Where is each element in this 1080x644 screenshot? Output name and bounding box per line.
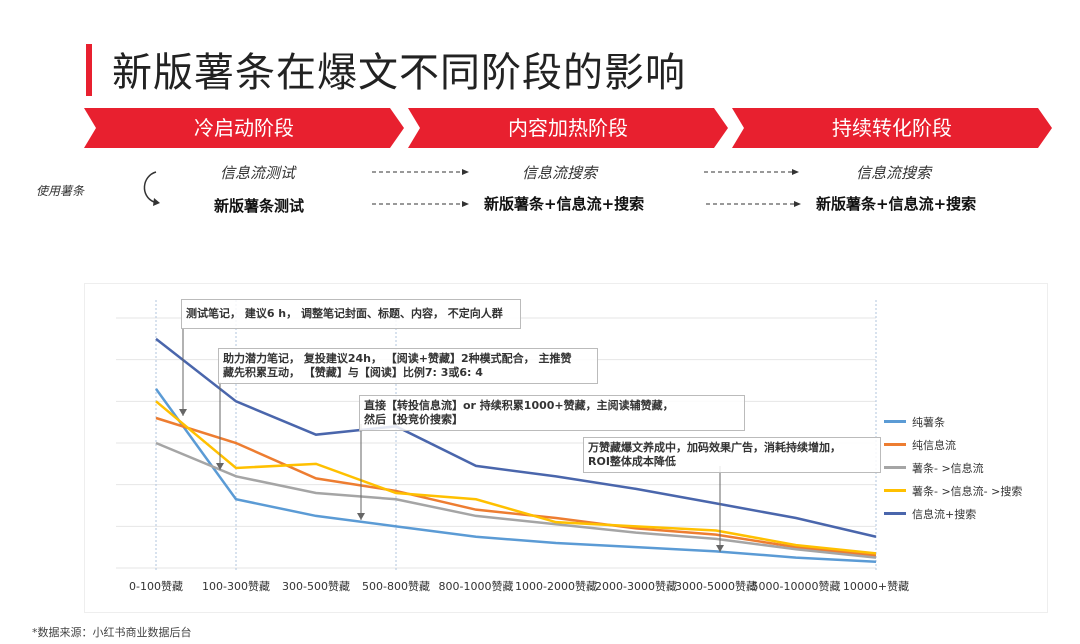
stage-label: 持续转化阶段 <box>832 116 952 140</box>
annotation-search: 直接【转投信息流】or 持续积累1000+赞藏，主阅读辅赞藏， 然后【投竞价搜索… <box>359 395 745 431</box>
series-line <box>155 337 877 538</box>
x-tick-label: 300-500赞藏 <box>282 580 350 593</box>
flow-arrows <box>372 169 801 207</box>
x-tick-label: 800-1000赞藏 <box>439 580 514 593</box>
x-tick-label: 10000+赞藏 <box>843 580 909 593</box>
page-title: 新版薯条在爆文不同阶段的影响 <box>112 50 686 96</box>
legend-item: 纯薯条 <box>884 410 1022 433</box>
footnote: *数据来源：小红书商业数据后台 <box>32 626 192 639</box>
annotation-arrowhead <box>716 545 724 552</box>
x-tick-label: 100-300赞藏 <box>202 580 270 593</box>
annotation-arrowhead <box>179 409 187 416</box>
legend-swatch <box>884 443 906 446</box>
flow-new-1: 新版薯条测试 <box>214 197 305 215</box>
x-tick-label: 500-800赞藏 <box>362 580 430 593</box>
stage-banner: 冷启动阶段 内容加热阶段 持续转化阶段 <box>84 108 1054 148</box>
legend-item: 纯信息流 <box>884 433 1022 456</box>
stage-label: 内容加热阶段 <box>508 116 628 140</box>
series-line <box>154 388 877 563</box>
x-tick-label: 0-100赞藏 <box>129 580 183 593</box>
annotation-heating: 助力潜力笔记， 复投建议24h， 【阅读+赞藏】2种模式配合， 主推赞 藏先积累… <box>218 348 598 384</box>
stage-label: 冷启动阶段 <box>194 116 294 140</box>
series-line <box>155 400 877 555</box>
legend-item: 薯条- >信息流 <box>884 456 1022 479</box>
flow-new-2: 新版薯条+信息流+搜索 <box>484 195 645 213</box>
series-line <box>155 441 877 559</box>
cycle-arrow-icon <box>143 171 160 206</box>
annotation-conversion: 万赞藏爆文养成中，加码效果广告，消耗持续增加， ROI整体成本降低 <box>583 437 881 473</box>
stage-content-heating: 内容加热阶段 <box>408 108 728 148</box>
stage-conversion: 持续转化阶段 <box>732 108 1052 148</box>
annotation-arrowhead <box>357 513 365 520</box>
flow-old-2: 信息流搜索 <box>522 164 598 182</box>
flow-old-3: 信息流搜索 <box>856 164 932 182</box>
legend-swatch <box>884 489 906 492</box>
flow-old-1: 信息流测试 <box>220 164 296 182</box>
legend-item: 薯条- >信息流- >搜索 <box>884 479 1022 502</box>
legend-item: 信息流+搜索 <box>884 502 1022 525</box>
flow-new-3: 新版薯条+信息流+搜索 <box>816 195 977 213</box>
chart-legend: 纯薯条 纯信息流 薯条- >信息流 薯条- >信息流- >搜索 信息流+搜索 <box>884 410 1022 525</box>
x-tick-label: 3000-5000赞藏 <box>675 580 757 593</box>
x-tick-label: 1000-2000赞藏 <box>515 580 597 593</box>
legend-swatch <box>884 466 906 469</box>
flow-side-label: 使用薯条 <box>36 184 85 198</box>
title-accent-bar <box>86 44 92 96</box>
x-tick-label: 2000-3000赞藏 <box>595 580 677 593</box>
series-line <box>155 416 877 557</box>
annotation-arrowhead <box>216 463 224 470</box>
stage-cold-start: 冷启动阶段 <box>84 108 404 148</box>
x-tick-label: 5000-10000赞藏 <box>752 580 841 593</box>
annotation-cold-start: 测试笔记， 建议6 h， 调整笔记封面、标题、内容， 不定向人群 <box>181 299 521 329</box>
legend-swatch <box>884 420 906 423</box>
legend-swatch <box>884 512 906 515</box>
chart-frame <box>84 283 1048 613</box>
